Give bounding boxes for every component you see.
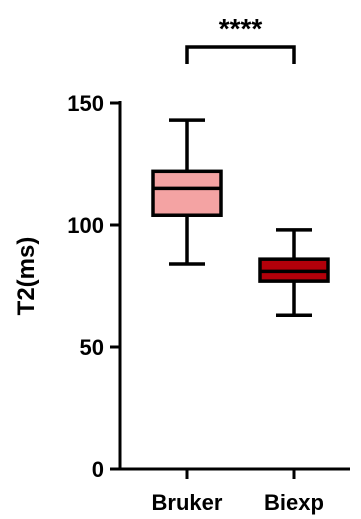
y-ticks: 0 50 100 150 xyxy=(67,91,120,482)
significance-annotation: **** xyxy=(185,13,296,64)
box-series xyxy=(151,118,330,318)
y-tick-label: 150 xyxy=(67,91,104,116)
axes xyxy=(118,101,350,471)
y-tick-label: 50 xyxy=(80,335,104,360)
x-category-label: Bruker xyxy=(152,490,223,515)
y-tick-label: 0 xyxy=(92,457,104,482)
significance-bracket xyxy=(185,45,296,64)
significance-label: **** xyxy=(219,13,263,44)
y-axis-label: T2(ms) xyxy=(13,237,40,316)
iqr-box xyxy=(151,169,223,217)
box-biexp xyxy=(258,228,330,318)
x-ticks: Bruker Biexp xyxy=(152,469,324,515)
y-tick-label: 100 xyxy=(67,213,104,238)
box-bruker xyxy=(151,118,223,266)
x-category-label: Biexp xyxy=(264,490,324,515)
